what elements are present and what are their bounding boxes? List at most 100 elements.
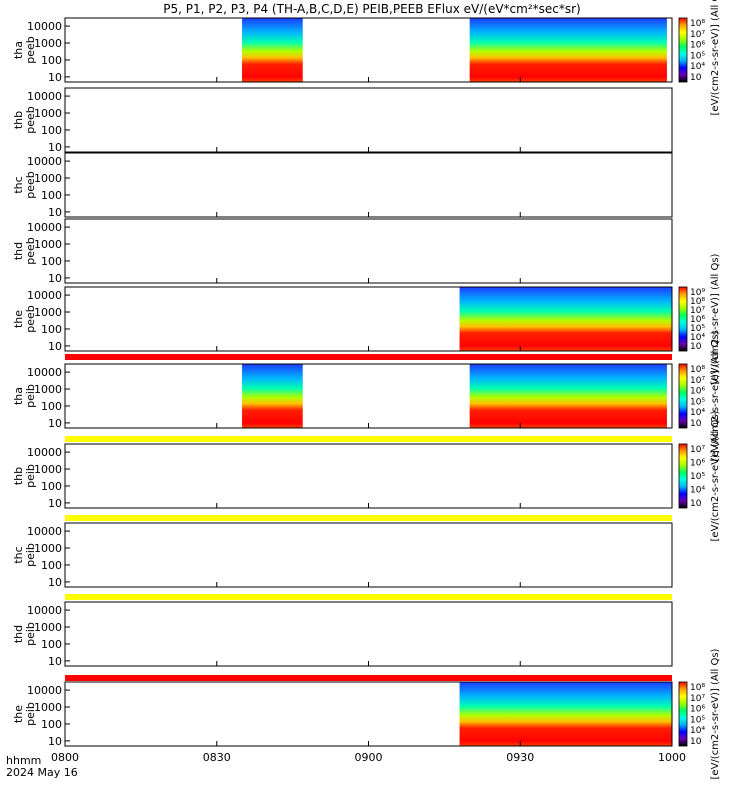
panel-label-product: peeb [24,106,37,134]
y-tick-label: 1000 [34,542,62,555]
y-tick-label: 100 [41,189,62,202]
y-tick-label: 10000 [27,20,62,33]
data-interval [242,18,303,82]
y-tick-label: 10000 [27,90,62,103]
panel-label-product: peib [24,464,37,488]
y-tick-label: 10000 [27,684,62,697]
colorbar [679,682,687,746]
time-axis: hhmm 2024 May 16 0800 0830 0900 0930 1000 [6,751,686,779]
y-tick-label: 10000 [27,155,62,168]
panel-frame [65,602,672,666]
colorbar-tick-label: 10⁸ [690,683,705,693]
colorbar-tick-label: 10⁷ [690,376,705,386]
colorbar [679,18,687,82]
colorbar-tick-label: 10⁶ [690,41,705,51]
y-tick-label: 100 [41,400,62,413]
y-tick-label: 10000 [27,221,62,234]
colorbar-tick-label: 10⁳ [690,342,702,352]
colorbar-title: [eV/(cm2-s-sr-eV)] (All Qs) [710,410,721,541]
panel-label-product: peeb [24,36,37,64]
panel-frame [65,88,672,152]
y-tick-label: 1000 [34,383,62,396]
y-tick-label: 1000 [34,172,62,185]
colorbar-tick-label: 10⁴ [690,62,705,72]
y-tick-label: 10 [48,735,62,748]
colorbar-tick-label: 10⁴ [690,726,705,736]
y-tick-label: 10 [48,497,62,510]
x-tick-label: 0800 [51,751,79,764]
colorbar-title: [eV/(cm2-s-sr-eV)] (All Qs) [710,0,721,115]
y-tick-label: 1000 [34,306,62,319]
y-tick-label: 100 [41,718,62,731]
panel-label-product: peib [24,543,37,567]
colorbar-tick-label: 10⁶ [690,387,705,397]
colorbar-tick-label: 10⁶ [690,459,705,469]
data-interval [470,364,667,428]
y-tick-label: 10 [48,417,62,430]
data-interval [242,364,303,428]
x-tick-label: 0930 [506,751,534,764]
colorbar-tick-label: 10⁵ [690,472,705,482]
figure-title: P5, P1, P2, P3, P4 (TH-A,B,C,D,E) PEIB,P… [163,2,580,16]
colorbar-tick-label: 10⁳ [690,499,702,509]
panel-label-product: peib [24,384,37,408]
x-tick-label: 1000 [658,751,686,764]
y-tick-label: 100 [41,638,62,651]
x-tick-label: 0830 [203,751,231,764]
y-tick-label: 10 [48,272,62,285]
colorbar-tick-label: 10⁷ [690,694,705,704]
x-tick-label: 0900 [355,751,383,764]
y-tick-label: 100 [41,480,62,493]
y-tick-label: 10 [48,71,62,84]
y-tick-label: 10000 [27,366,62,379]
x-axis-label-date: 2024 May 16 [6,766,78,779]
y-tick-label: 10000 [27,289,62,302]
y-tick-label: 1000 [34,463,62,476]
data-interval [460,287,672,351]
colorbar [679,364,687,428]
status-bar [65,594,672,600]
colorbar-tick-label: 10⁵ [690,397,705,407]
colorbar-tick-label: 10⁷ [690,30,705,40]
y-tick-label: 10000 [27,446,62,459]
colorbar [679,444,687,508]
colorbar-tick-label: 10⁵ [690,715,705,725]
colorbar-tick-label: 10⁴ [690,486,705,496]
colorbar-tick-label: 10⁳ [690,73,702,83]
y-tick-label: 1000 [34,107,62,120]
y-tick-label: 1000 [34,621,62,634]
status-bar [65,515,672,521]
panel-frame [65,523,672,587]
colorbar-tick-label: 10⁳ [690,737,702,747]
panel-frame [65,444,672,508]
panel-label-product: peeb [24,237,37,265]
y-tick-label: 10 [48,141,62,154]
data-interval [460,682,672,746]
panel-label-product: peeb [24,305,37,333]
colorbar-tick-label: 10⁸ [690,19,705,29]
status-bar [65,675,672,681]
colorbar-tick-label: 10⁷ [690,445,705,455]
y-tick-label: 10000 [27,604,62,617]
panel-label-product: peib [24,622,37,646]
y-tick-label: 1000 [34,701,62,714]
colorbar-tick-label: 10⁵ [690,51,705,61]
y-tick-label: 10 [48,655,62,668]
panel-frame [65,153,672,217]
y-tick-label: 100 [41,255,62,268]
data-interval [470,18,667,82]
y-tick-label: 100 [41,323,62,336]
colorbar-tick-label: 10⁸ [690,365,705,375]
status-bar [65,436,672,442]
panel-label-product: peib [24,702,37,726]
colorbar [679,287,687,351]
status-bar [65,354,672,360]
y-tick-label: 10 [48,576,62,589]
colorbar-title: [eV/(cm2-s-sr-eV)] (All Qs) [710,648,721,779]
panel-label-product: peeb [24,171,37,199]
colorbar-tick-label: 10⁴ [690,408,705,418]
y-tick-label: 10 [48,206,62,219]
y-tick-label: 10000 [27,525,62,538]
y-tick-label: 1000 [34,238,62,251]
